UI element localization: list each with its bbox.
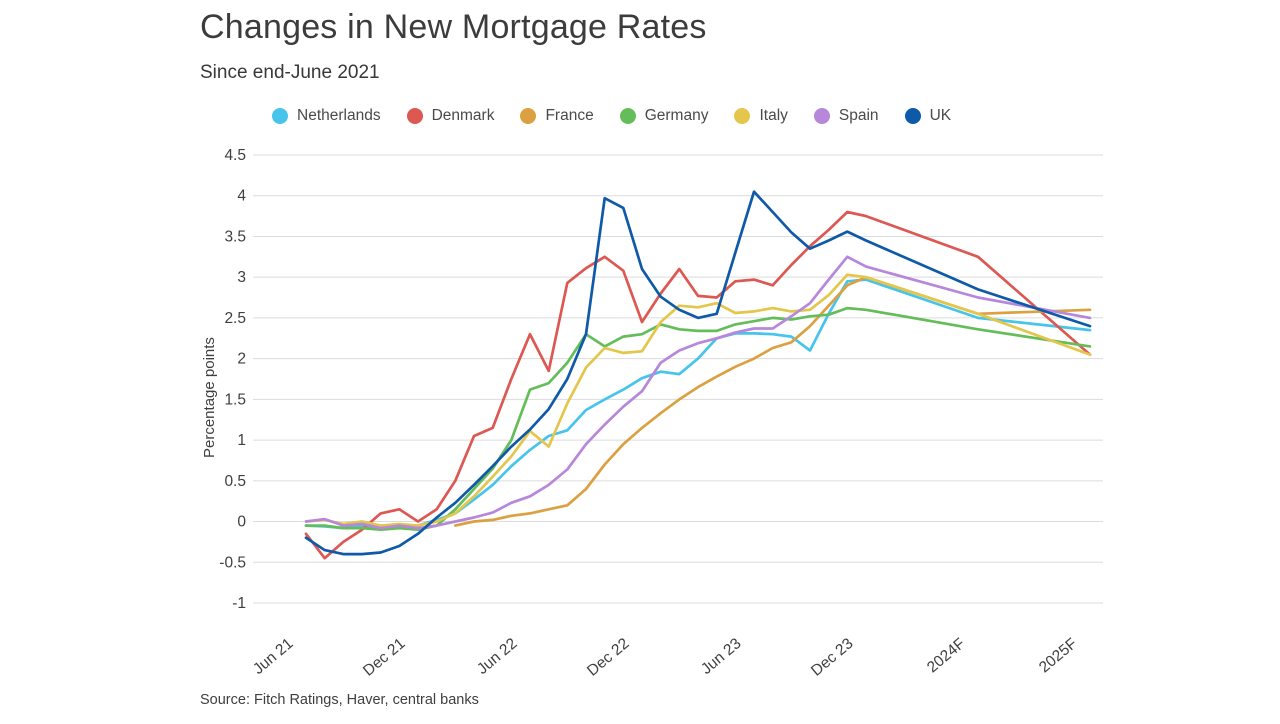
legend-label: Denmark: [431, 107, 495, 124]
legend-dot-italy: [734, 108, 751, 124]
y-tick-label: 4: [237, 188, 246, 205]
series-line-spain: [304, 255, 1092, 530]
y-axis-title: Percentage points: [201, 337, 218, 458]
y-tick-label: 1.5: [224, 391, 246, 408]
x-tick-label-dec-23: Dec 23: [808, 635, 857, 680]
y-tick-label: 2.5: [224, 310, 246, 327]
chart-subtitle: Since end-June 2021: [200, 62, 380, 83]
x-tick-label-2024f: 2024F: [924, 635, 969, 676]
legend-label: Germany: [644, 107, 709, 124]
series-line-denmark: [304, 210, 1092, 560]
legend-item-denmark: Denmark: [406, 107, 495, 125]
legend-label: Spain: [838, 107, 879, 124]
legend-item-france: France: [520, 107, 594, 125]
chart-title: Changes in New Mortgage Rates: [200, 8, 707, 46]
legend-dot-germany: [619, 108, 636, 124]
legend-label: France: [545, 107, 594, 124]
chart-legend: Netherlands Denmark France Germany Italy Spai…: [272, 107, 951, 125]
legend-item-netherlands: Netherlands: [272, 107, 381, 125]
x-tick-label-dec-21: Dec 21: [360, 635, 409, 680]
series-line-italy: [304, 273, 1092, 527]
legend-item-spain: Spain: [813, 107, 879, 125]
series-line-germany: [304, 306, 1092, 532]
legend-item-italy: Italy: [734, 107, 788, 125]
legend-label: Netherlands: [297, 107, 381, 124]
y-tick-label: 0: [237, 514, 246, 531]
series-line-uk: [304, 190, 1092, 556]
series-line-france: [453, 275, 1092, 527]
source-note: Source: Fitch Ratings, Haver, central ba…: [200, 692, 479, 708]
x-tick-label-jun-21: Jun 21: [250, 635, 297, 678]
y-tick-label: 3.5: [224, 228, 246, 245]
y-tick-label: 1: [237, 432, 246, 449]
y-tick-label: -1: [232, 595, 246, 612]
legend-dot-france: [520, 108, 537, 124]
y-tick-label: 0.5: [224, 473, 246, 490]
x-tick-label-jun-22: Jun 22: [474, 635, 521, 678]
y-tick-label: 4.5: [224, 147, 246, 164]
legend-item-germany: Germany: [619, 107, 709, 125]
legend-label: UK: [929, 107, 952, 124]
legend-item-uk: UK: [904, 107, 952, 125]
legend-label: Italy: [759, 107, 788, 124]
x-tick-label-dec-22: Dec 22: [584, 635, 633, 680]
y-tick-label: -0.5: [219, 554, 246, 571]
legend-dot-uk: [904, 108, 921, 124]
legend-dot-denmark: [406, 108, 423, 124]
x-tick-label-jun-23: Jun 23: [698, 635, 745, 678]
x-tick-label-2025f: 2025F: [1036, 635, 1081, 676]
y-tick-label: 3: [237, 269, 246, 286]
legend-dot-netherlands: [272, 108, 288, 124]
y-tick-label: 2: [237, 351, 246, 368]
legend-dot-spain: [813, 108, 830, 124]
